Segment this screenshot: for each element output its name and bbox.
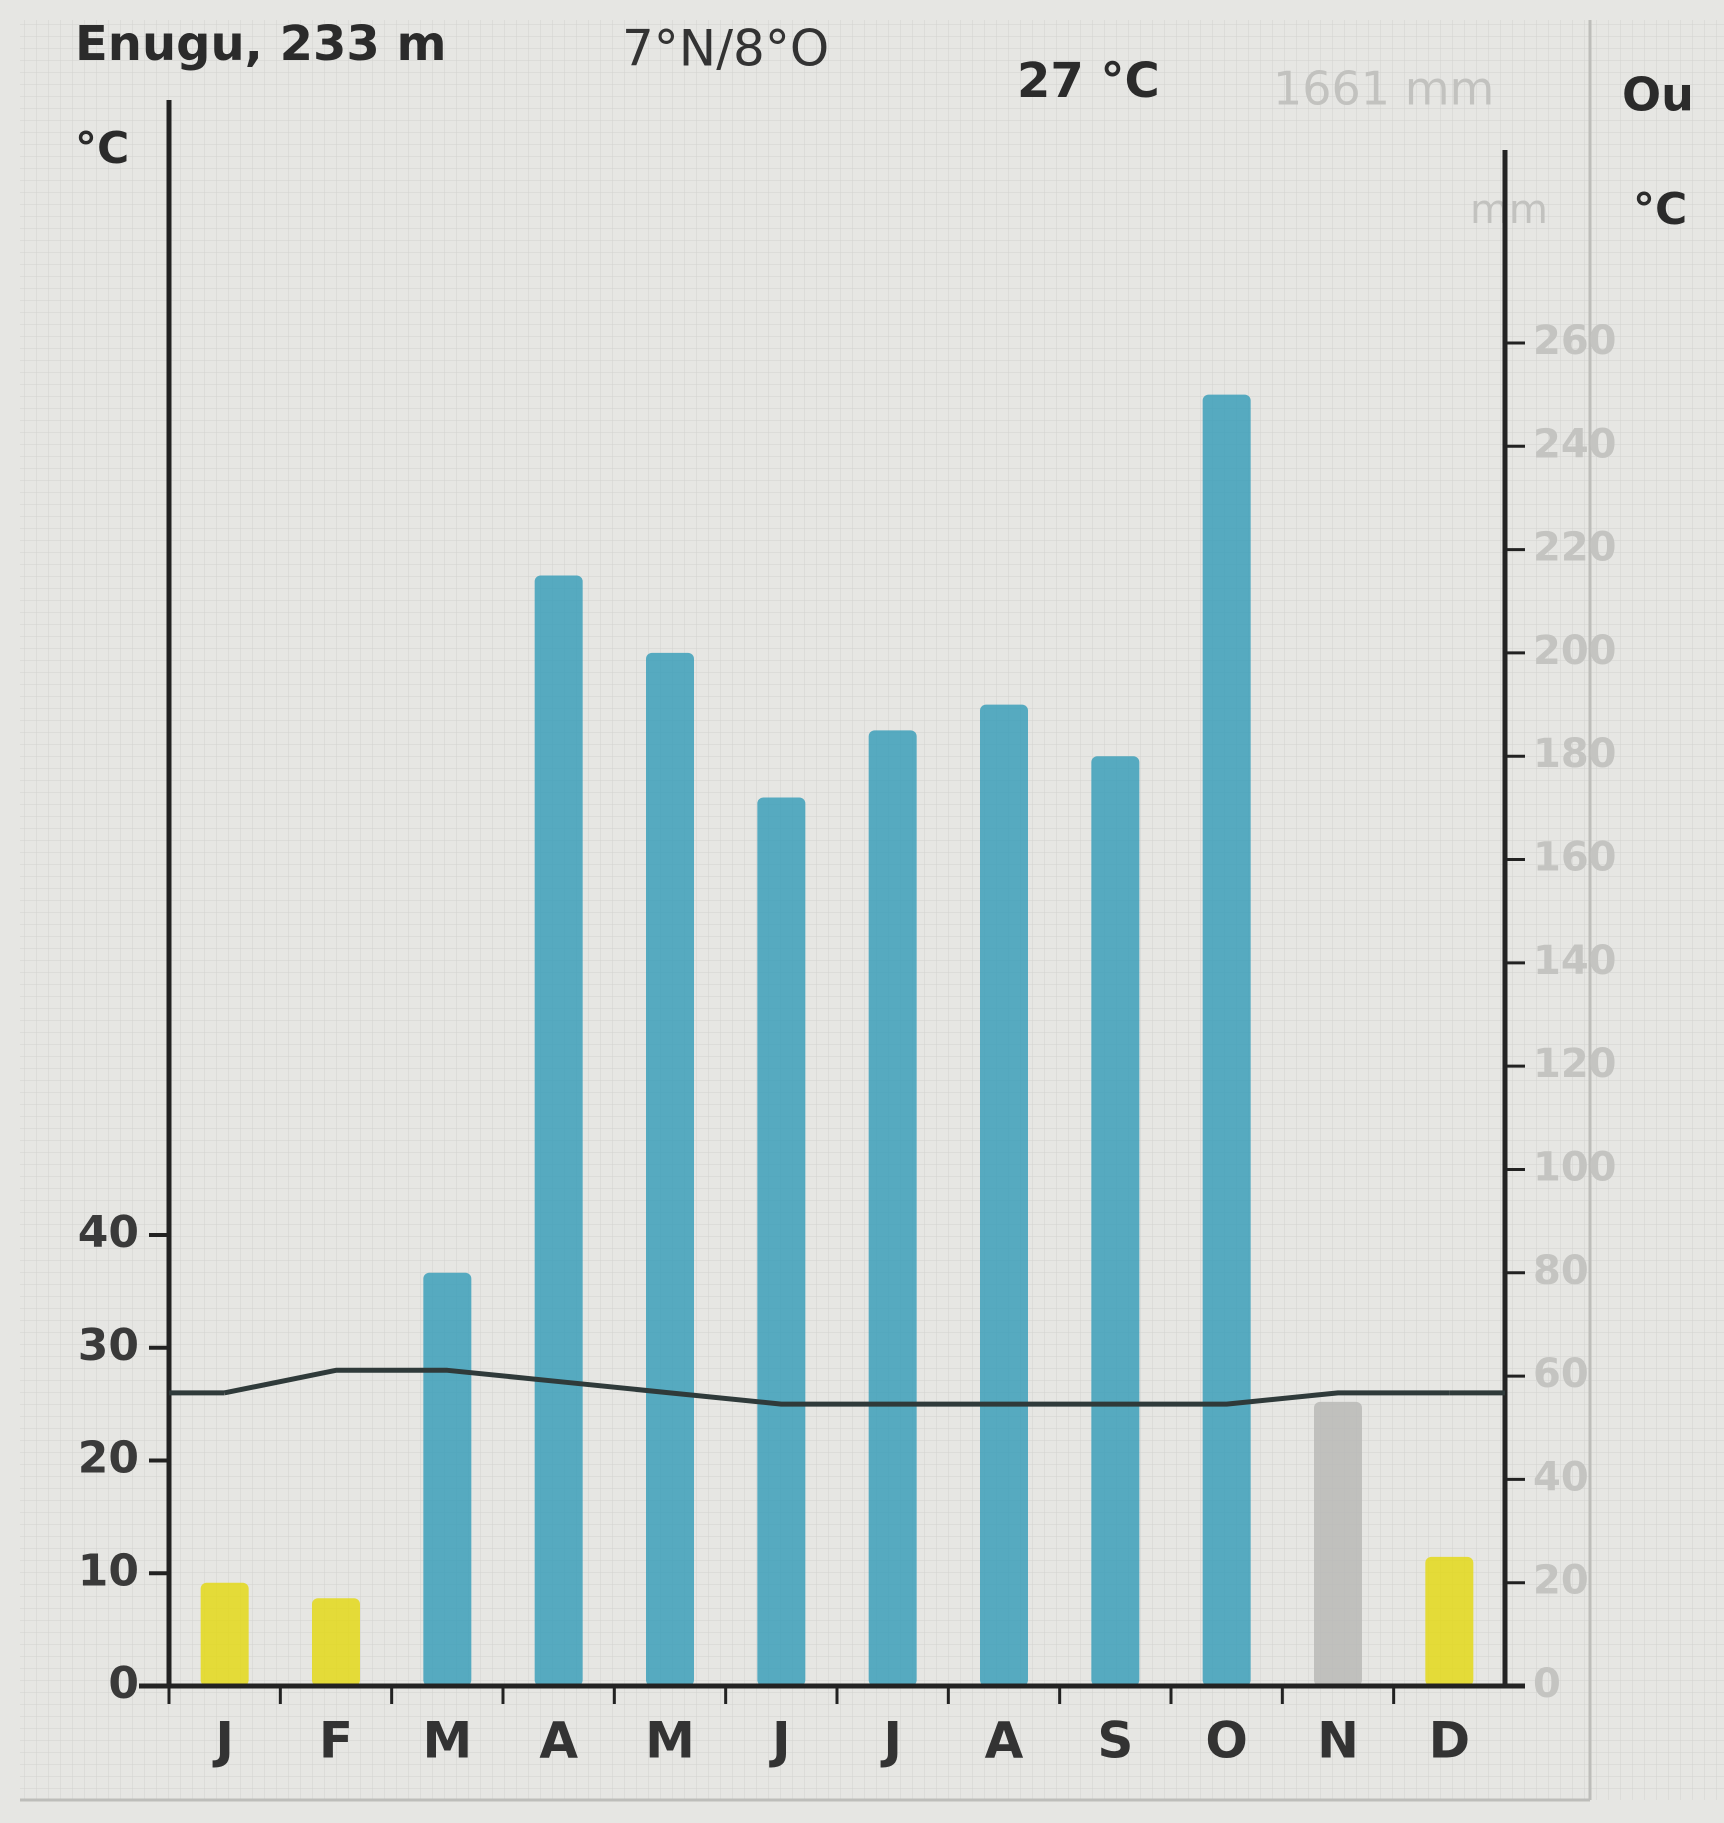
y2-tick-label: 140 — [1533, 938, 1617, 984]
precipitation-bar — [980, 704, 1028, 1686]
chart-title: Enugu, 233 m — [75, 16, 447, 72]
annual-precipitation: 1661 mm — [1273, 62, 1494, 116]
y2-tick-label: 240 — [1533, 421, 1617, 467]
x-tick-label: F — [319, 1712, 353, 1770]
precipitation-bar — [1314, 1401, 1362, 1686]
y2-tick-label: 200 — [1533, 628, 1617, 674]
next-panel-y-unit: °C — [1633, 184, 1687, 235]
precipitation-bar — [1091, 756, 1140, 1686]
x-tick-label: M — [422, 1712, 472, 1770]
y2-tick-label: 60 — [1533, 1351, 1589, 1397]
x-tick-label: O — [1205, 1712, 1248, 1770]
x-tick-label: N — [1317, 1712, 1359, 1770]
y-axis-unit: °C — [75, 123, 129, 174]
y2-tick-label: 0 — [1533, 1661, 1561, 1707]
x-tick-label: A — [985, 1712, 1024, 1770]
y-tick-label: 40 — [78, 1207, 139, 1258]
y2-tick-label: 100 — [1533, 1144, 1617, 1190]
precipitation-bar — [1202, 394, 1251, 1687]
y-tick-label: 0 — [108, 1658, 139, 1709]
x-tick-label: S — [1097, 1712, 1133, 1770]
precipitation-bar — [1425, 1556, 1474, 1686]
mean-temperature: 27 °C — [1017, 53, 1160, 109]
y-tick-label: 30 — [78, 1320, 139, 1371]
precipitation-bar — [200, 1582, 249, 1686]
y2-axis-unit: mm — [1470, 187, 1548, 233]
precipitation-bar — [534, 575, 583, 1686]
y2-tick-label: 160 — [1533, 835, 1617, 881]
coordinates: 7°N/8°O — [622, 20, 829, 78]
next-panel-title: Ou — [1622, 68, 1694, 122]
y2-tick-label: 40 — [1533, 1454, 1589, 1500]
y2-tick-label: 120 — [1533, 1041, 1617, 1087]
x-tick-label: A — [539, 1712, 578, 1770]
x-tick-label: J — [212, 1712, 234, 1770]
precipitation-bar — [423, 1272, 472, 1686]
y2-tick-label: 80 — [1533, 1248, 1589, 1294]
y-tick-label: 20 — [78, 1433, 139, 1484]
x-tick-label: J — [880, 1712, 902, 1770]
y2-tick-label: 180 — [1533, 731, 1617, 777]
x-tick-label: D — [1429, 1712, 1471, 1770]
precipitation-bar — [312, 1598, 360, 1686]
temperature-line — [224, 1367, 1450, 1407]
y2-tick-label: 220 — [1533, 525, 1617, 571]
precipitation-bar — [646, 652, 694, 1686]
precipitation-bar — [757, 797, 806, 1686]
y2-tick-label: 20 — [1533, 1558, 1589, 1604]
x-tick-label: M — [645, 1712, 695, 1770]
precipitation-bar — [868, 730, 917, 1686]
y2-tick-label: 260 — [1533, 318, 1617, 364]
x-tick-label: J — [769, 1712, 791, 1770]
y-tick-label: 10 — [78, 1545, 139, 1596]
